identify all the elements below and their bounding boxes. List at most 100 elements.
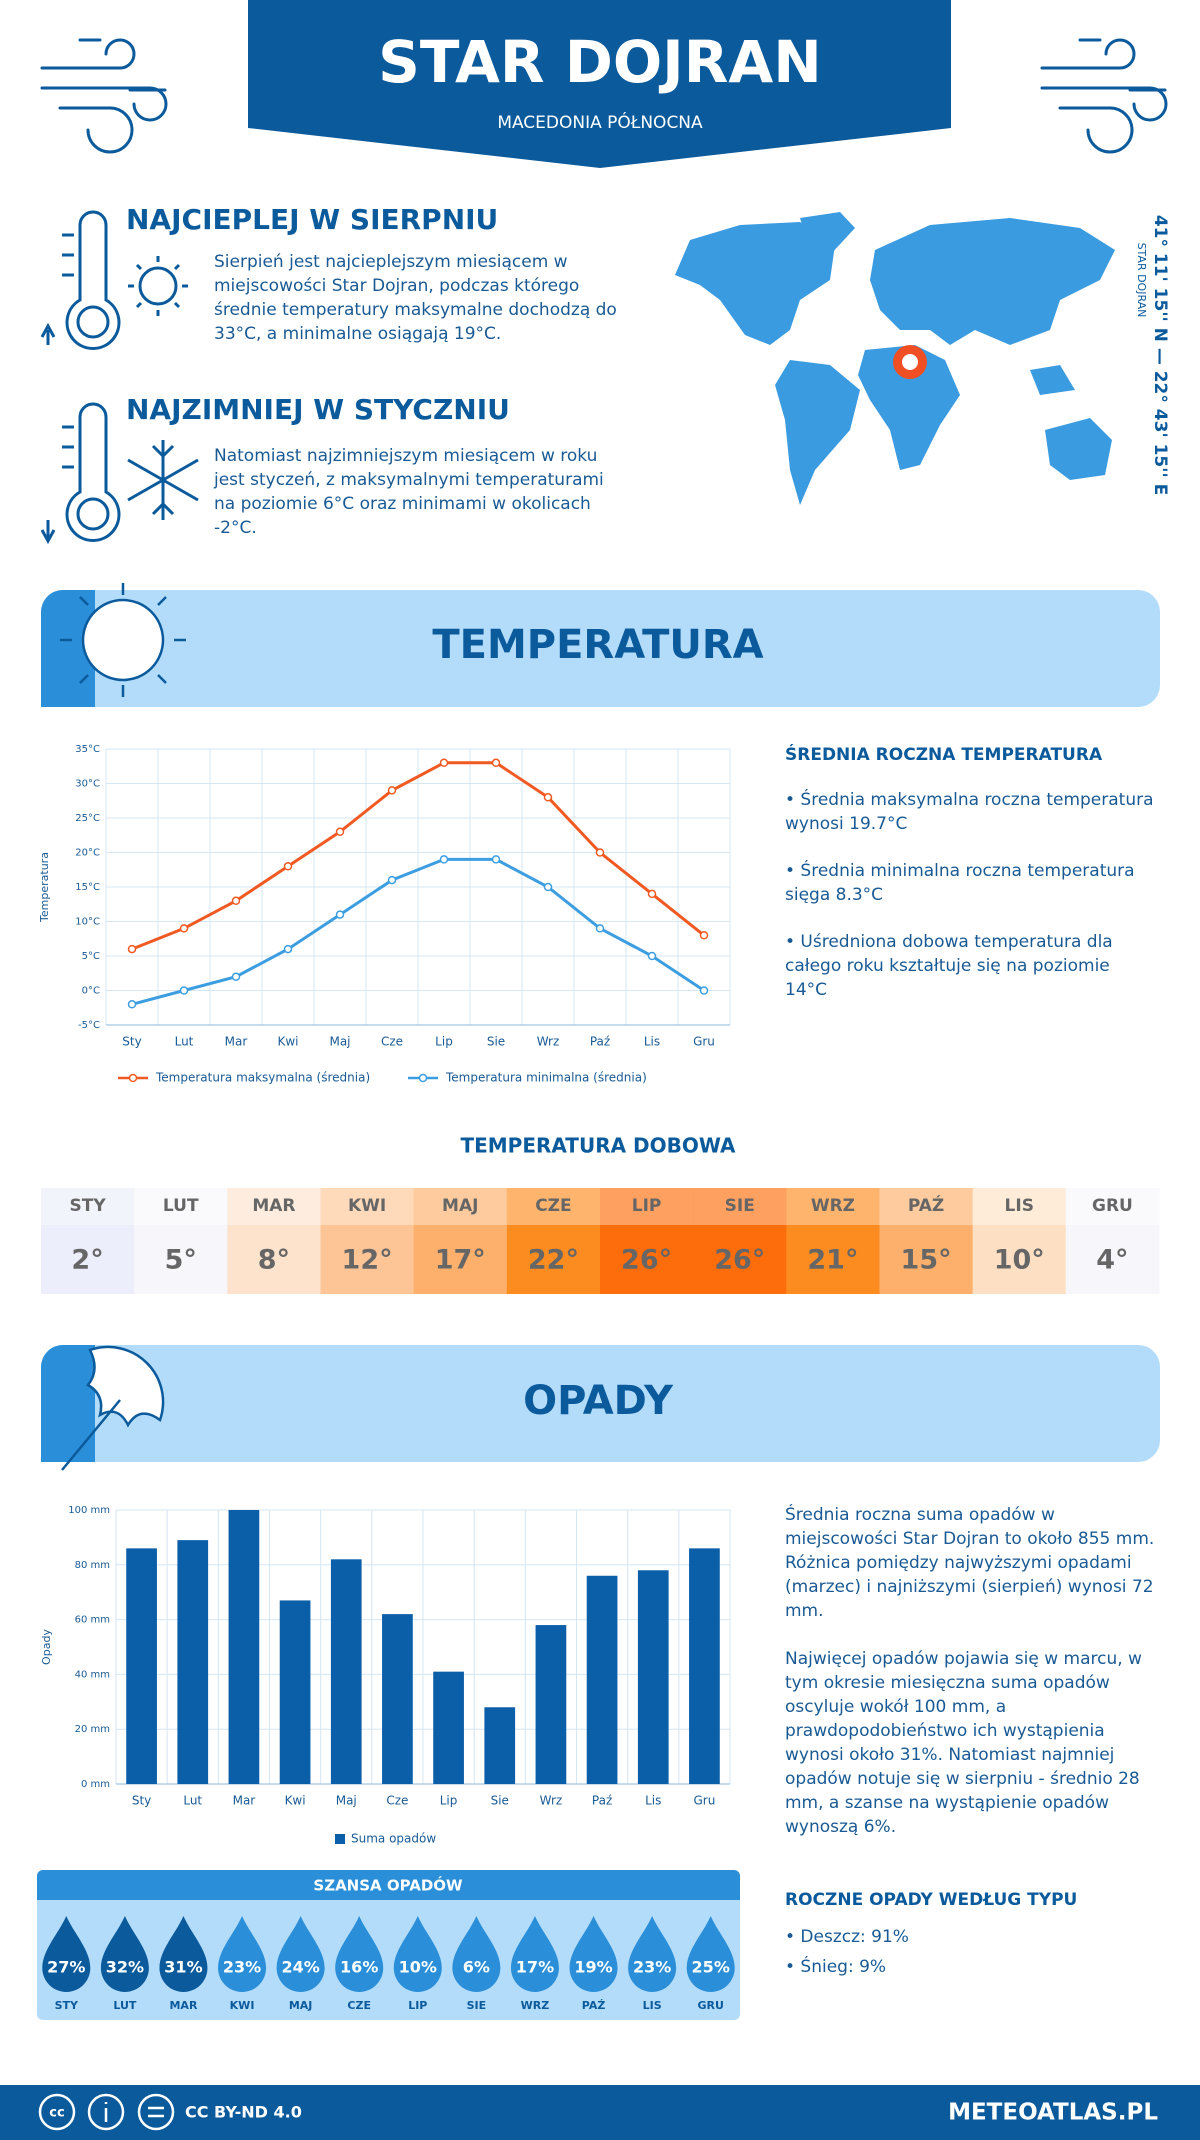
daily-cell [413, 1188, 508, 1294]
x-tick-label: Lut [175, 1035, 194, 1049]
chance-box [37, 1870, 740, 2020]
daily-value: 22° [528, 1245, 579, 1276]
y-axis-label: Temperatura [38, 852, 51, 923]
x-tick-label: Lut [183, 1794, 202, 1808]
chance-drop [569, 1916, 618, 1992]
daily-month-bg [972, 1188, 1067, 1225]
chance-value: 23% [223, 1958, 261, 1977]
bar [689, 1548, 720, 1784]
bar [126, 1548, 157, 1784]
x-tick-label: Wrz [537, 1035, 560, 1049]
daily-value: 5° [165, 1245, 197, 1276]
chance-value: 19% [574, 1958, 612, 1977]
point [387, 786, 397, 795]
x-tick-label: Kwi [277, 1035, 298, 1049]
daily-month: GRU [1092, 1196, 1133, 1216]
point [491, 758, 501, 768]
daily-title: TEMPERATURA DOBOWA [460, 1134, 736, 1158]
daily-month: WRZ [811, 1196, 855, 1216]
bar [382, 1614, 413, 1784]
point [699, 931, 709, 940]
bar [279, 1600, 311, 1784]
title: STAR DOJRAN [378, 28, 822, 96]
section-banner [41, 590, 1160, 707]
daily-month: MAJ [442, 1196, 478, 1216]
daily-month: KWI [348, 1196, 386, 1216]
chance-drop [628, 1916, 677, 1992]
banner-accent [41, 590, 95, 707]
x-tick-label: Paź [592, 1794, 612, 1808]
world-map [675, 212, 1115, 505]
chance-month: LIS [643, 1999, 662, 2012]
legend-label: Temperatura maksymalna (średnia) [155, 1071, 370, 1085]
coldest-text: Natomiast najzimniejszym miesiącem w rok… [214, 446, 604, 538]
daily-month: SIE [725, 1196, 755, 1216]
daily-month: LIP [632, 1196, 662, 1216]
daily-month-bg [600, 1188, 694, 1225]
cc-icon-text: cc [49, 2106, 64, 2121]
license: CC BY-ND 4.0 [185, 2103, 302, 2122]
y-tick-label: 5°C [82, 951, 100, 962]
daily-cell [786, 1188, 880, 1294]
daily-cell [41, 1188, 135, 1294]
bar [535, 1625, 567, 1784]
point [179, 986, 189, 995]
types-list: • Deszcz: 91% • Śnieg: 9% [785, 1922, 909, 1982]
daily-cell [972, 1188, 1067, 1294]
summary-title: ŚREDNIA ROCZNA TEMPERATURA [785, 745, 1103, 765]
daily-cell [227, 1188, 321, 1294]
point [179, 924, 189, 933]
chance-month: LUT [113, 1999, 137, 2012]
summary-bullet: • Średnia maksymalna roczna temperatura … [785, 790, 1154, 834]
chance-month: MAJ [289, 1999, 313, 2012]
daily-month-bg [506, 1188, 601, 1225]
umbrella-icon [61, 1345, 165, 1471]
x-tick-label: Cze [386, 1794, 408, 1808]
x-tick-label: Lis [644, 1035, 660, 1049]
y-tick-label: 100 mm [68, 1505, 110, 1516]
chance-drop [218, 1916, 267, 1992]
daily-month: MAR [252, 1196, 295, 1216]
chance-value: 16% [340, 1958, 378, 1977]
point [335, 910, 345, 919]
y-tick-label: 0 mm [81, 1779, 110, 1790]
point [127, 944, 137, 954]
point [491, 855, 501, 864]
point [283, 944, 293, 954]
chance-month: LIP [408, 1999, 427, 2012]
site[interactable]: METEOATLAS.PL [948, 2100, 1158, 2126]
daily-month: STY [70, 1196, 107, 1216]
y-tick-label: 35°C [75, 744, 100, 755]
coordinates: 41° 11' 15'' N — 22° 43' 15'' E [1150, 215, 1170, 495]
header-banner [248, 0, 951, 168]
x-tick-label: Sie [491, 1794, 509, 1808]
point [699, 986, 709, 995]
daily-value: 8° [258, 1245, 290, 1276]
point [439, 855, 449, 864]
location-marker-center [902, 354, 918, 370]
daily-cell [134, 1188, 228, 1294]
chance-value: 25% [692, 1958, 730, 1977]
daily-month-bg [134, 1188, 228, 1225]
chance-value: 27% [47, 1958, 85, 1977]
precip-paragraph: Średnia roczna suma opadów w miejscowośc… [785, 1505, 1155, 1621]
point [595, 924, 605, 933]
daily-month-bg [320, 1188, 415, 1225]
chance-drop [393, 1916, 442, 1992]
daily-month-bg [413, 1188, 508, 1225]
chance-value: 10% [399, 1958, 437, 1977]
x-tick-label: Gru [693, 1794, 715, 1808]
x-tick-label: Mar [225, 1035, 248, 1049]
line [131, 761, 705, 951]
chance-value: 6% [463, 1958, 490, 1977]
chance-drop [42, 1916, 91, 1992]
x-tick-label: Sty [132, 1794, 151, 1808]
thermometer-icon [40, 210, 188, 350]
daily-cell [600, 1188, 694, 1294]
chance-value: 32% [106, 1958, 144, 1977]
daily-month-bg [227, 1188, 321, 1225]
legend-label: Suma opadów [351, 1832, 436, 1846]
x-tick-label: Paź [590, 1035, 610, 1049]
subtitle: MACEDONIA PÓŁNOCNA [497, 111, 703, 133]
